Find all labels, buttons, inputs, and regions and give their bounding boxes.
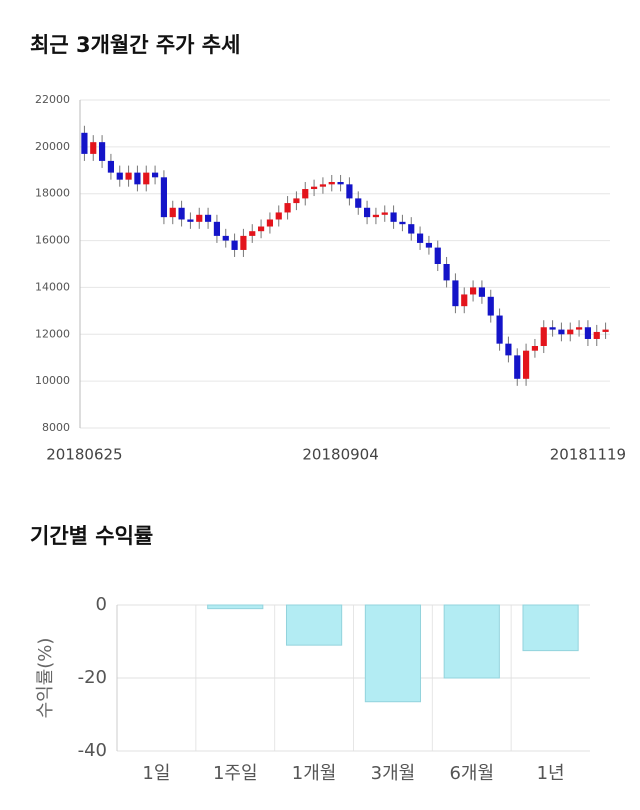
x-tick-label: 1년	[537, 763, 565, 784]
candle-body	[540, 327, 547, 346]
y-tick-label: -40	[78, 740, 107, 761]
candle-body	[249, 231, 256, 236]
y-tick-label: 8000	[42, 421, 70, 434]
x-tick-label: 20180625	[46, 446, 122, 464]
candle-body	[196, 214, 203, 222]
candle-body	[275, 212, 282, 220]
candle-body	[602, 329, 609, 332]
candle-body	[160, 177, 168, 218]
candle-body	[310, 186, 318, 190]
chart-title: 최근 3개월간 주가 추세	[30, 33, 240, 57]
candle-body	[469, 287, 477, 295]
x-tick-label: 1주일	[213, 763, 258, 784]
x-tick-label: 6개월	[449, 763, 494, 784]
y-tick-label: 10000	[35, 374, 70, 387]
candle-body	[81, 132, 88, 154]
candle-body	[549, 327, 556, 330]
bar	[522, 604, 579, 652]
x-tick-label: 20181119	[550, 446, 626, 464]
candle-body	[213, 221, 221, 236]
candle-body	[187, 219, 194, 222]
candle-body	[372, 214, 380, 218]
candle-body	[116, 172, 123, 180]
candle-body	[461, 294, 468, 307]
candle-body	[496, 315, 503, 344]
candle-body	[443, 264, 450, 281]
candle-body	[143, 172, 150, 185]
candle-body	[514, 355, 521, 379]
bar	[285, 604, 343, 646]
candle-body	[90, 142, 97, 154]
y-tick-label: -20	[78, 667, 107, 688]
candle-body	[204, 214, 212, 222]
candle-body	[98, 142, 106, 161]
y-axis-label: 수익률(%)	[35, 638, 56, 719]
candle-body	[169, 207, 176, 218]
x-tick-label: 20180904	[302, 446, 378, 464]
y-tick-label: 16000	[35, 234, 70, 247]
candle-body	[134, 172, 141, 185]
candle-body	[240, 235, 247, 250]
x-tick-label: 1개월	[292, 763, 337, 784]
candle-body	[531, 346, 539, 351]
x-tick-label: 1일	[142, 763, 170, 784]
candle-body	[257, 226, 265, 232]
candle-body	[487, 296, 494, 316]
y-tick-label: 22000	[35, 93, 70, 106]
candle-body	[452, 280, 459, 307]
candle-body	[178, 207, 185, 220]
candle-body	[558, 329, 565, 335]
y-tick-label: 14000	[35, 280, 70, 293]
candle-body	[522, 350, 530, 379]
candle-body	[293, 198, 300, 204]
bar	[443, 604, 500, 679]
candle-body	[567, 329, 574, 335]
candle-body	[337, 182, 344, 185]
y-tick-label: 12000	[35, 327, 70, 340]
candle-body	[434, 247, 441, 264]
candle-body	[408, 224, 415, 234]
candle-body	[381, 212, 388, 215]
candle-body	[125, 172, 132, 180]
bar	[207, 604, 264, 610]
candle-body	[107, 160, 115, 173]
candle-body	[363, 207, 371, 218]
candle-body	[284, 203, 291, 213]
candle-body	[222, 235, 229, 241]
candle-body	[266, 219, 274, 227]
candle-body	[399, 221, 406, 225]
y-tick-label: 20000	[35, 140, 70, 153]
candle-body	[478, 287, 486, 297]
candle-body	[319, 184, 327, 187]
candle-body	[416, 233, 424, 243]
candle-body	[505, 343, 512, 356]
candle-body	[151, 172, 159, 178]
chart-title: 기간별 수익률	[30, 524, 153, 548]
candle-body	[355, 198, 362, 208]
x-tick-label: 3개월	[371, 763, 416, 784]
y-tick-label: 18000	[35, 187, 70, 200]
y-tick-label: 0	[96, 594, 107, 615]
bar	[364, 604, 422, 703]
candle-body	[346, 184, 353, 199]
candle-body	[575, 327, 583, 330]
candle-body	[425, 242, 433, 248]
candle-body	[593, 331, 600, 339]
candle-body	[328, 182, 335, 185]
candle-body	[584, 327, 592, 339]
candle-body	[390, 212, 397, 222]
candle-body	[302, 189, 309, 199]
candle-body	[231, 240, 238, 250]
